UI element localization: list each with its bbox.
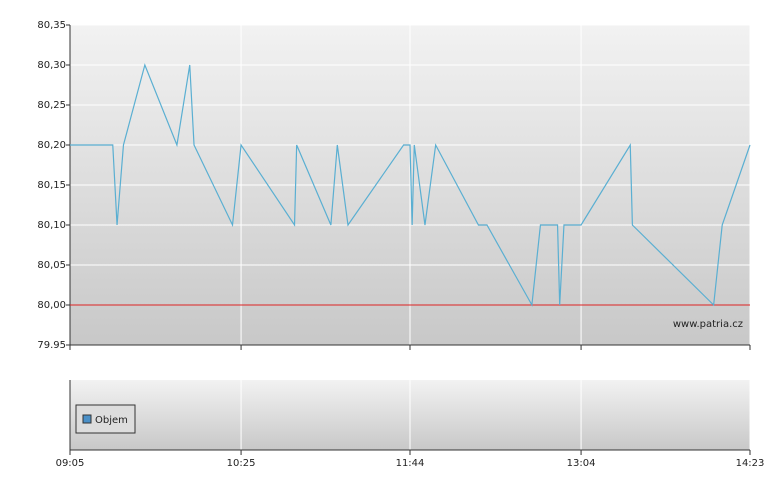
price-line xyxy=(70,63,751,307)
watermark: www.patria.cz xyxy=(673,319,743,330)
x-tick-label: 09:05 xyxy=(56,458,85,469)
y-tick-label: 79.95 xyxy=(37,340,66,351)
x-tick-label: 14:23 xyxy=(736,458,765,469)
y-tick-label: 80,05 xyxy=(37,260,66,271)
y-tick-label: 80,20 xyxy=(37,140,66,151)
y-tick-label: 80,15 xyxy=(37,180,66,191)
y-tick-label: 80,35 xyxy=(37,20,66,31)
y-tick-label: 80,10 xyxy=(37,220,66,231)
x-tick-label: 11:44 xyxy=(396,458,425,469)
legend-label: Objem xyxy=(95,415,128,426)
y-tick-label: 80,30 xyxy=(37,60,66,71)
y-tick-label: 80,25 xyxy=(37,100,66,111)
x-tick-label: 13:04 xyxy=(567,458,596,469)
legend-swatch xyxy=(82,414,92,424)
y-tick-label: 80,00 xyxy=(37,300,66,311)
x-tick-label: 10:25 xyxy=(227,458,256,469)
